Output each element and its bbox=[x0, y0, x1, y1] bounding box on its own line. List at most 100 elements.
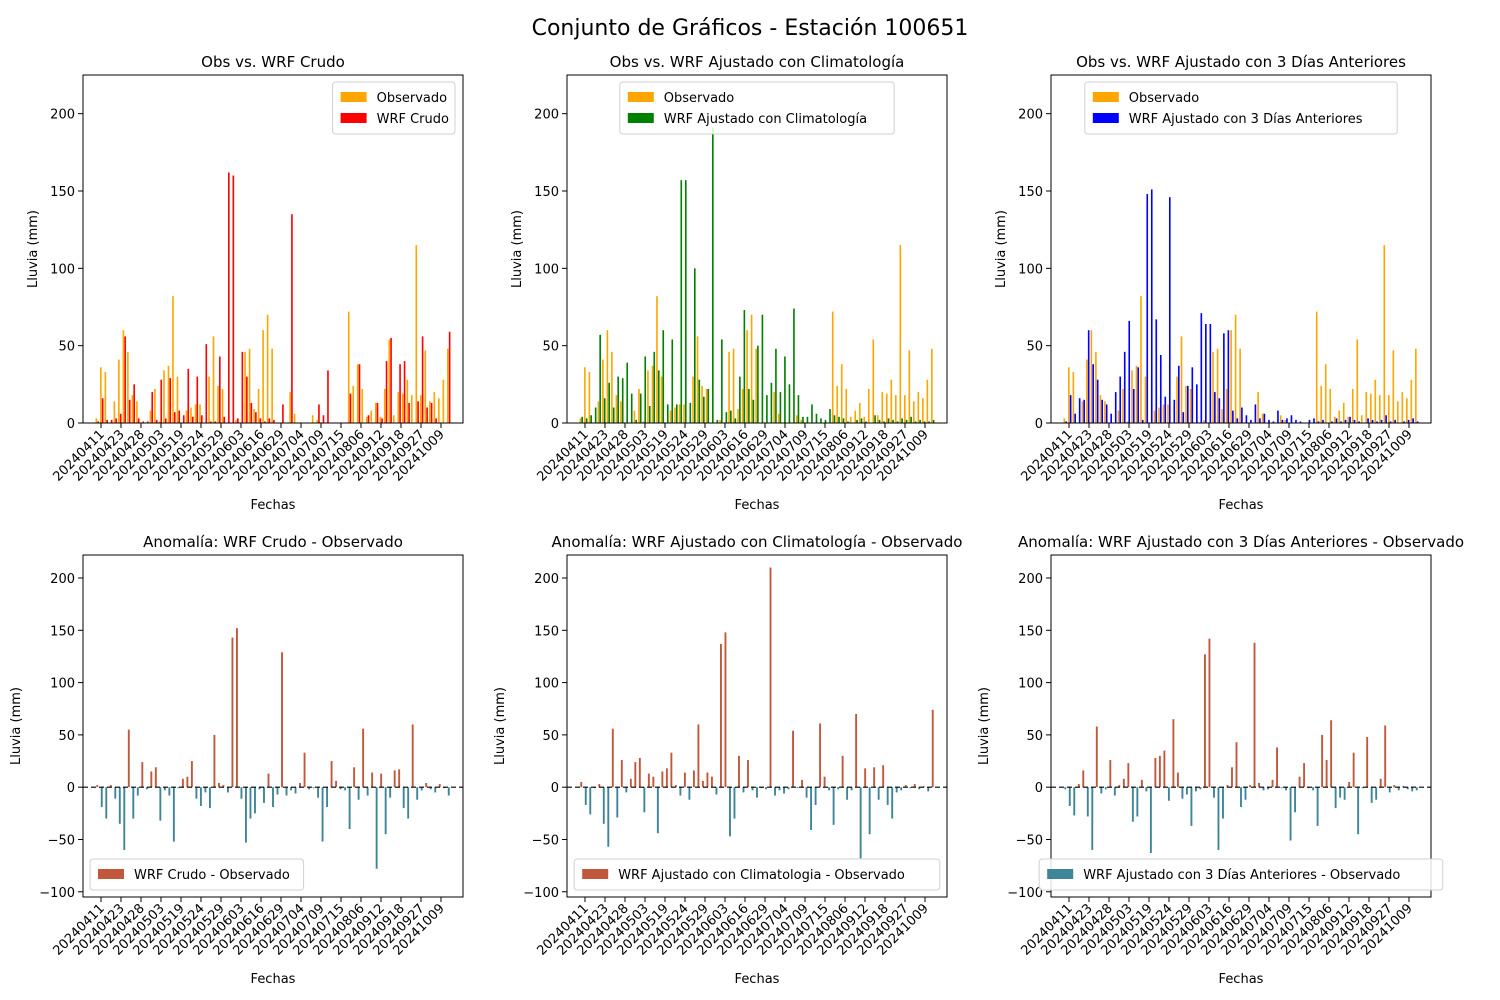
chart-panel-1: Obs vs. WRF Crudo05010015020020240411202… bbox=[26, 53, 464, 513]
bar-observado-38 bbox=[1234, 314, 1237, 423]
bar-wrf-14 bbox=[644, 356, 647, 423]
bar-observado-73 bbox=[1392, 350, 1395, 423]
bar-wrf-2 bbox=[106, 419, 108, 423]
legend-swatch bbox=[582, 869, 609, 879]
bar-observado-35 bbox=[1221, 409, 1223, 423]
anomaly-bar-3 bbox=[1077, 784, 1080, 788]
bar-observado-73 bbox=[424, 350, 427, 423]
anomaly-bar-53 bbox=[1303, 763, 1306, 788]
anomaly-bar-10 bbox=[1109, 759, 1112, 788]
bar-wrf-52 bbox=[815, 413, 818, 423]
bar-wrf-60 bbox=[367, 415, 370, 423]
bar-wrf-36 bbox=[259, 418, 262, 423]
anomaly-bar-51 bbox=[1294, 787, 1297, 813]
anomaly-bar-63 bbox=[380, 773, 383, 788]
anomaly-bar-68 bbox=[402, 787, 405, 809]
bar-observado-62 bbox=[1342, 402, 1345, 423]
anomaly-bar-59 bbox=[1330, 720, 1333, 788]
bar-wrf-14 bbox=[160, 379, 163, 423]
bar-wrf-8 bbox=[133, 384, 135, 423]
y-tick-label: 200 bbox=[50, 572, 75, 587]
bar-observado-72 bbox=[904, 395, 906, 423]
bar-wrf-17 bbox=[173, 412, 176, 423]
bar-wrf-55 bbox=[1313, 418, 1315, 423]
anomaly-bar-26 bbox=[213, 734, 216, 788]
bar-observado-1 bbox=[584, 367, 586, 423]
bar-wrf-78 bbox=[1416, 421, 1419, 423]
bar-wrf-39 bbox=[1241, 407, 1243, 423]
bar-wrf-1 bbox=[585, 418, 588, 423]
bar-observado-62 bbox=[858, 402, 861, 423]
anomaly-bar-59 bbox=[846, 787, 849, 800]
bar-observado-20 bbox=[185, 410, 188, 423]
bar-observado-73 bbox=[908, 350, 911, 423]
anomaly-bar-27 bbox=[217, 783, 220, 788]
bar-wrf-50 bbox=[322, 415, 325, 423]
anomaly-bar-16 bbox=[168, 787, 171, 796]
anomaly-bar-78 bbox=[447, 787, 450, 796]
bar-wrf-43 bbox=[291, 214, 293, 423]
bar-observado-71 bbox=[899, 245, 902, 423]
bar-observado-72 bbox=[1388, 395, 1390, 423]
bar-observado-39 bbox=[271, 348, 273, 423]
bar-observado-65 bbox=[872, 339, 875, 423]
bar-wrf-72 bbox=[905, 419, 908, 423]
bar-wrf-65 bbox=[390, 337, 392, 423]
anomaly-bar-66 bbox=[877, 787, 880, 800]
legend: Observado WRF Crudo bbox=[332, 81, 456, 135]
anomaly-bar-45 bbox=[783, 787, 785, 794]
bar-wrf-26 bbox=[214, 421, 217, 423]
y-axis-label: Lluvia (mm) bbox=[9, 687, 24, 765]
bar-wrf-29 bbox=[712, 127, 714, 423]
anomaly-bar-7 bbox=[611, 728, 614, 788]
anomaly-bar-72 bbox=[420, 787, 423, 791]
bar-wrf-62 bbox=[860, 418, 863, 423]
bar-observado-61 bbox=[854, 410, 857, 423]
bar-wrf-12 bbox=[635, 419, 638, 423]
bar-wrf-0 bbox=[1065, 421, 1067, 423]
anomaly-bar-55 bbox=[828, 787, 831, 791]
anomaly-bar-48 bbox=[796, 787, 799, 789]
y-tick-label: 200 bbox=[534, 572, 559, 587]
bars bbox=[1063, 189, 1419, 423]
anomaly-bar-65 bbox=[1357, 787, 1360, 835]
bar-observado-15 bbox=[1131, 370, 1133, 423]
anomaly-bar-32 bbox=[240, 787, 243, 799]
bar-wrf-27 bbox=[1187, 385, 1189, 423]
bar-wrf-21 bbox=[191, 416, 194, 423]
bar-observado-35 bbox=[737, 409, 739, 423]
anomaly-bar-19 bbox=[665, 768, 668, 788]
bar-observado-74 bbox=[913, 401, 915, 423]
bar-wrf-45 bbox=[784, 356, 786, 423]
anomaly-bar-29 bbox=[226, 787, 229, 793]
bar-observado-60 bbox=[365, 416, 368, 423]
bar-wrf-58 bbox=[842, 418, 845, 423]
bar-wrf-64 bbox=[385, 361, 388, 423]
chart-title: Obs vs. WRF Crudo bbox=[201, 53, 345, 71]
bar-wrf-8 bbox=[1101, 399, 1103, 423]
bar-observado-25 bbox=[692, 376, 694, 423]
bar-wrf-78 bbox=[448, 331, 451, 423]
bar-wrf-11 bbox=[630, 393, 633, 423]
anomaly-bar-39 bbox=[272, 787, 274, 808]
anomaly-bar-7 bbox=[1095, 726, 1098, 788]
anomaly-bar-39 bbox=[1240, 787, 1242, 808]
bar-observado-69 bbox=[406, 379, 409, 423]
bar-wrf-29 bbox=[228, 172, 230, 423]
bar-wrf-59 bbox=[847, 421, 849, 423]
bar-wrf-9 bbox=[1105, 404, 1108, 423]
anomaly-bar-1 bbox=[584, 787, 587, 805]
bar-observado-27 bbox=[217, 385, 219, 423]
bar-observado-75 bbox=[1401, 392, 1404, 423]
anomaly-bar-12 bbox=[634, 762, 637, 788]
anomaly-bar-45 bbox=[299, 783, 301, 788]
bar-observado-65 bbox=[1356, 339, 1359, 423]
legend-label: Observado bbox=[377, 91, 448, 106]
bar-wrf-61 bbox=[1340, 421, 1342, 423]
bar-wrf-11 bbox=[146, 421, 149, 423]
anomaly-bar-66 bbox=[1361, 787, 1364, 789]
bar-wrf-21 bbox=[1159, 354, 1162, 423]
anomaly-bar-12 bbox=[1118, 785, 1121, 788]
bar-observado-16 bbox=[651, 365, 654, 423]
bar-observado-39 bbox=[1239, 348, 1241, 423]
